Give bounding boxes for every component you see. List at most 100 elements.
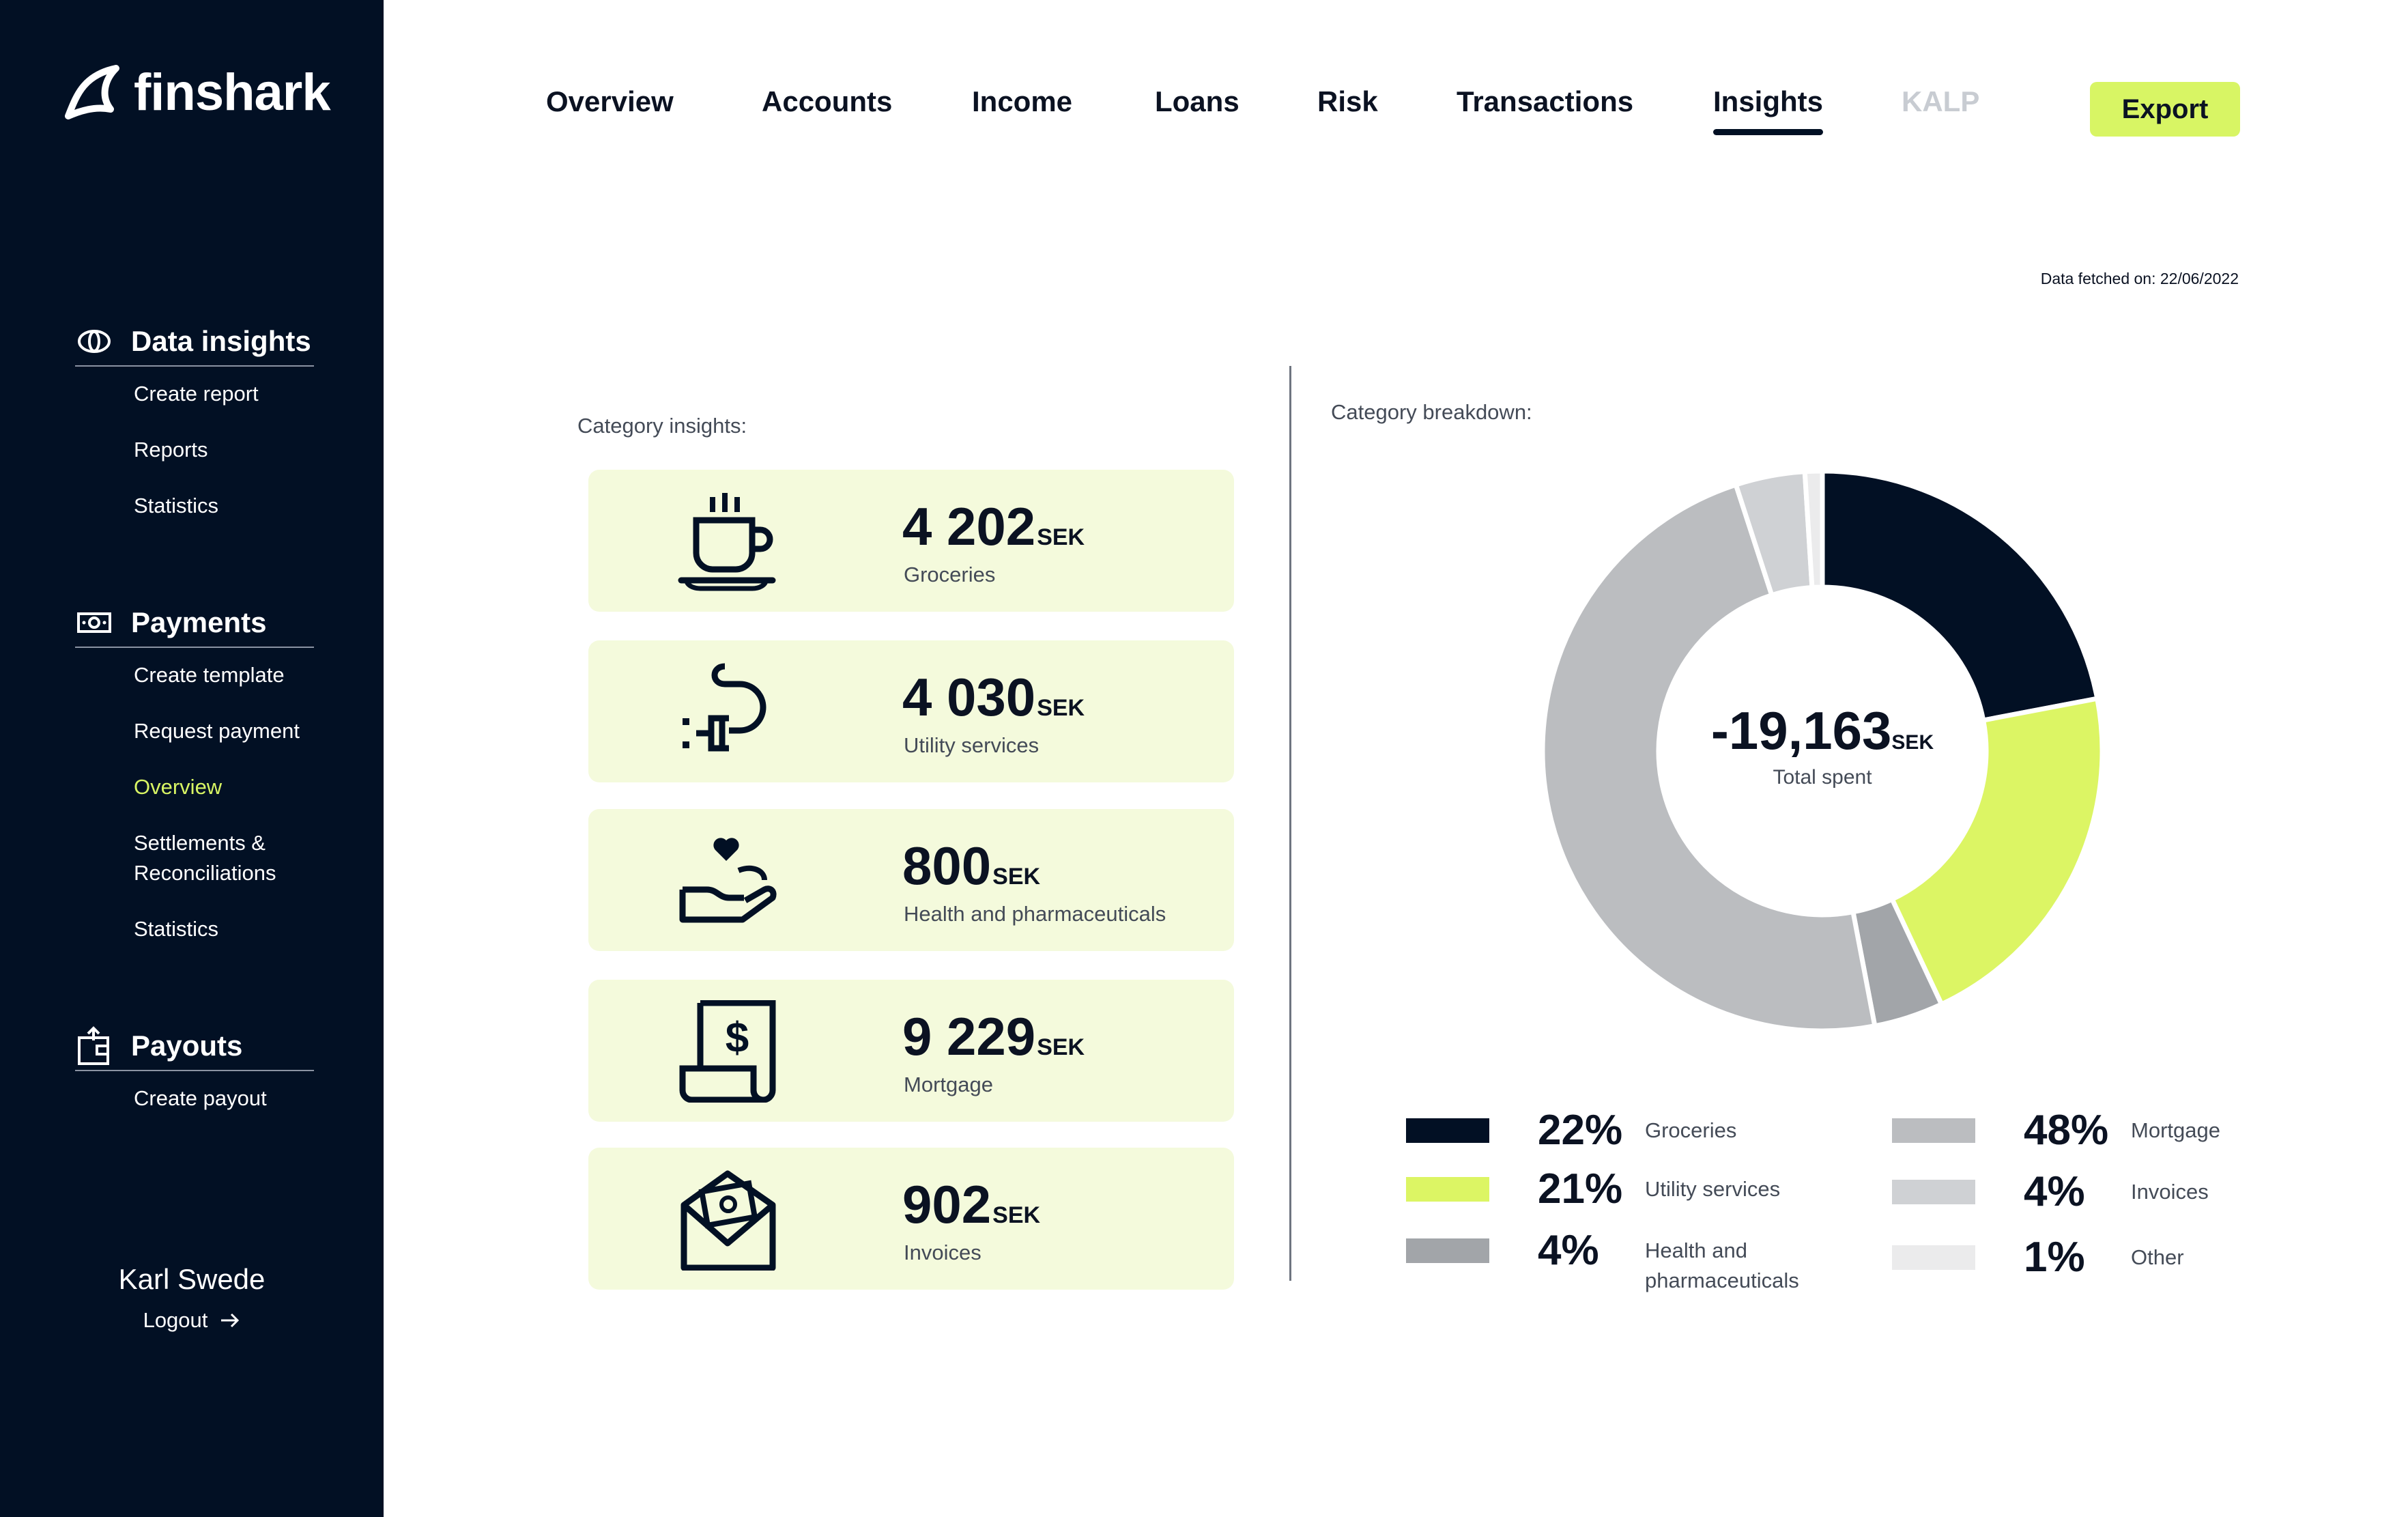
card-amount-value: 902 — [902, 1174, 992, 1234]
category-card[interactable]: 4 030SEK Utility services — [588, 640, 1234, 782]
eye-icon — [75, 322, 113, 360]
sidebar-section-payouts: Payouts Create payout — [75, 1022, 314, 1139]
legend-swatch — [1892, 1118, 1975, 1143]
sidebar-item-statistics[interactable]: Statistics — [134, 494, 219, 518]
legend-item: 22% Groceries — [1406, 1106, 1850, 1154]
donut-slice-mortgage[interactable] — [1540, 481, 1878, 1034]
sidebar-heading[interactable]: Payments — [75, 599, 314, 648]
sidebar-heading-label: Data insights — [131, 325, 311, 357]
money-envelope-icon — [677, 1168, 779, 1271]
logout-label: Logout — [143, 1308, 208, 1332]
card-amount-unit: SEK — [992, 1202, 1041, 1228]
shark-fin-icon — [65, 65, 119, 119]
total-spent-label: Total spent — [1773, 766, 1872, 789]
card-amount-unit: SEK — [1037, 524, 1085, 550]
legend-label: Utility services — [1645, 1177, 1781, 1201]
card-category-name: Health and pharmaceuticals — [904, 902, 1166, 926]
card-amount-unit: SEK — [1037, 1034, 1085, 1060]
logout-button[interactable]: Logout — [143, 1308, 241, 1333]
sidebar-item-overview[interactable]: Overview — [134, 775, 223, 799]
card-amount: 9 229SEK — [902, 1006, 1085, 1068]
sidebar-item-request-payment[interactable]: Request payment — [134, 719, 300, 743]
category-card[interactable]: 4 202SEK Groceries — [588, 470, 1234, 612]
legend-item: 1% Other — [1892, 1233, 2274, 1281]
legend-percent: 22% — [1538, 1107, 1623, 1154]
coffee-cup-icon — [677, 490, 779, 593]
dollar-receipt-icon: $ — [677, 999, 779, 1103]
card-amount: 902SEK — [902, 1174, 1040, 1236]
card-amount: 4 030SEK — [902, 666, 1085, 728]
tab-income[interactable]: Income — [972, 85, 1073, 117]
section-divider — [1289, 366, 1291, 1281]
sidebar-item-create-template[interactable]: Create template — [134, 663, 285, 687]
tab-risk[interactable]: Risk — [1317, 85, 1378, 117]
tab-overview[interactable]: Overview — [546, 85, 674, 117]
tab-insights[interactable]: Insights — [1713, 85, 1824, 135]
banknote-icon — [75, 604, 113, 642]
card-amount: 4 202SEK — [902, 496, 1085, 558]
donut-center-total: -19,163SEK Total spent — [1686, 700, 1959, 789]
legend-item: 21% Utility services — [1406, 1165, 1850, 1213]
legend-percent: 21% — [1538, 1165, 1623, 1213]
sidebar-item-create-payout[interactable]: Create payout — [134, 1086, 267, 1110]
donut-slice-utility-services[interactable] — [1889, 696, 2105, 1008]
sidebar-section-data-insights: Data insights Create report Reports Stat… — [75, 317, 314, 547]
card-category-name: Utility services — [904, 733, 1040, 757]
legend-item: 4% Health and pharmaceuticals — [1406, 1226, 1850, 1292]
sidebar-heading[interactable]: Payouts — [75, 1022, 314, 1071]
legend-swatch — [1406, 1177, 1489, 1202]
card-amount-value: 9 229 — [902, 1006, 1036, 1066]
category-insights-label: Category insights: — [577, 414, 747, 438]
data-fetched-date: Data fetched on: 22/06/2022 — [2040, 270, 2239, 287]
card-amount-unit: SEK — [1037, 695, 1085, 721]
card-amount-value: 4 202 — [902, 496, 1036, 556]
brand-name: finshark — [134, 63, 331, 122]
legend-swatch — [1406, 1238, 1489, 1263]
sidebar-heading-label: Payouts — [131, 1030, 243, 1062]
legend-percent: 1% — [2024, 1234, 2085, 1281]
donut-slice-other[interactable] — [1802, 468, 1825, 591]
total-spent-value: -19,163 — [1710, 700, 1892, 761]
category-breakdown-label: Category breakdown: — [1331, 400, 1532, 424]
sidebar-item-statistics[interactable]: Statistics — [134, 917, 219, 941]
legend-percent: 4% — [1538, 1227, 1599, 1274]
brand-logo[interactable]: finshark — [63, 61, 331, 123]
card-amount-value: 4 030 — [902, 667, 1036, 727]
svg-text:$: $ — [726, 1015, 749, 1062]
wallet-upload-icon — [75, 1026, 113, 1065]
donut-slice-groceries[interactable] — [1820, 468, 2100, 724]
arrow-right-icon — [221, 1313, 240, 1328]
legend-swatch — [1892, 1180, 1975, 1204]
card-category-name: Groceries — [904, 563, 996, 586]
card-amount: 800SEK — [902, 835, 1040, 897]
tab-loans[interactable]: Loans — [1155, 85, 1239, 117]
sidebar-item-create-report[interactable]: Create report — [134, 382, 259, 406]
user-panel: Karl Swede Logout — [0, 1263, 384, 1333]
card-amount-value: 800 — [902, 836, 992, 896]
category-card[interactable]: $ 9 229SEK Mortgage — [588, 980, 1234, 1122]
legend-label: Mortgage — [2131, 1118, 2220, 1142]
legend-percent: 48% — [2024, 1107, 2109, 1154]
sidebar-item-reports[interactable]: Reports — [134, 438, 208, 462]
export-button[interactable]: Export — [2090, 82, 2240, 137]
legend-label: Other — [2131, 1245, 2184, 1269]
legend-swatch — [1406, 1118, 1489, 1143]
sidebar-heading[interactable]: Data insights — [75, 317, 314, 367]
category-card[interactable]: 902SEK Invoices — [588, 1148, 1234, 1290]
hand-heart-icon — [677, 830, 779, 932]
tab-transactions[interactable]: Transactions — [1457, 85, 1634, 117]
card-category-name: Invoices — [904, 1240, 981, 1264]
tab-accounts[interactable]: Accounts — [762, 85, 893, 117]
user-name: Karl Swede — [118, 1263, 266, 1295]
category-donut-chart — [1540, 468, 2105, 1034]
legend-item: 4% Invoices — [1892, 1167, 2274, 1215]
legend-swatch — [1892, 1245, 1975, 1270]
total-spent-unit: SEK — [1891, 731, 1934, 754]
legend-label: Invoices — [2131, 1180, 2209, 1204]
category-card[interactable]: 800SEK Health and pharmaceuticals — [588, 809, 1234, 951]
legend-item: 48% Mortgage — [1892, 1106, 2274, 1154]
card-amount-unit: SEK — [992, 864, 1041, 890]
sidebar-item-settlements[interactable]: Settlements & Reconciliations — [134, 831, 276, 885]
sidebar-heading-label: Payments — [131, 606, 267, 638]
sidebar-section-payments: Payments Create template Request payment… — [75, 599, 314, 970]
